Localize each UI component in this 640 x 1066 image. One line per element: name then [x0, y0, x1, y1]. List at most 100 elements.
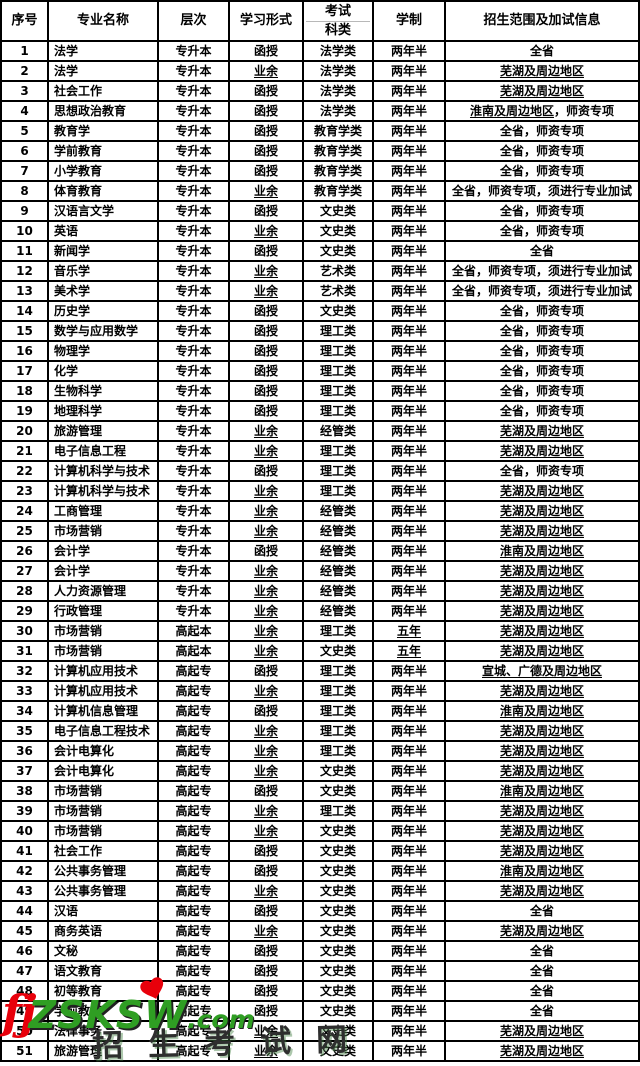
cell-duration: 两年半	[372, 860, 446, 883]
cell-duration: 两年半	[372, 1000, 446, 1023]
cell-no: 32	[0, 660, 49, 683]
table-row: 17 化学 专升本 函授 理工类 两年半 全省，师资专项	[0, 360, 640, 383]
cell-form: 业余	[228, 880, 304, 903]
cell-exam-category: 经管类	[302, 600, 374, 623]
cell-form: 函授	[228, 200, 304, 223]
cell-scope: 全省，师资专项	[444, 320, 640, 343]
cell-no: 11	[0, 240, 49, 263]
header-scope: 招生范围及加试信息	[444, 0, 640, 43]
cell-form: 函授	[228, 340, 304, 363]
cell-form: 业余	[228, 1040, 304, 1063]
cell-level: 高起专	[157, 760, 230, 783]
table-row: 16 物理学 专升本 函授 理工类 两年半 全省，师资专项	[0, 340, 640, 363]
cell-no: 47	[0, 960, 49, 983]
cell-level: 专升本	[157, 240, 230, 263]
cell-level: 专升本	[157, 580, 230, 603]
cell-major: 地理科学	[47, 400, 159, 423]
table-row: 3 社会工作 专升本 函授 法学类 两年半 芜湖及周边地区	[0, 80, 640, 103]
cell-no: 14	[0, 300, 49, 323]
cell-scope: 全省，师资专项	[444, 400, 640, 423]
table-row: 49 学前教育 高起专 函授 文史类 两年半 全省	[0, 1000, 640, 1023]
header-exam-category: 考试 科类	[302, 0, 374, 43]
cell-scope: 淮南及周边地区，师资专项	[444, 100, 640, 123]
cell-form: 函授	[228, 960, 304, 983]
table-row: 24 工商管理 专升本 业余 经管类 两年半 芜湖及周边地区	[0, 500, 640, 523]
cell-form: 函授	[228, 1000, 304, 1023]
cell-major: 化学	[47, 360, 159, 383]
cell-scope: 全省	[444, 40, 640, 63]
cell-duration: 两年半	[372, 560, 446, 583]
cell-exam-category: 理工类	[302, 680, 374, 703]
cell-duration: 两年半	[372, 1040, 446, 1063]
cell-form: 函授	[228, 400, 304, 423]
cell-major: 计算机应用技术	[47, 660, 159, 683]
cell-scope: 芜湖及周边地区	[444, 500, 640, 523]
cell-no: 23	[0, 480, 49, 503]
cell-exam-category: 经管类	[302, 500, 374, 523]
cell-level: 高起专	[157, 960, 230, 983]
cell-no: 8	[0, 180, 49, 203]
cell-form: 业余	[228, 280, 304, 303]
cell-exam-category: 理工类	[302, 740, 374, 763]
cell-form: 业余	[228, 220, 304, 243]
cell-level: 专升本	[157, 40, 230, 63]
cell-no: 26	[0, 540, 49, 563]
cell-form: 函授	[228, 540, 304, 563]
cell-major: 市场营销	[47, 620, 159, 643]
cell-exam-category: 文史类	[302, 1000, 374, 1023]
table-row: 51 旅游管理 高起专 业余 文史类 两年半 芜湖及周边地区	[0, 1040, 640, 1063]
cell-major: 计算机信息管理	[47, 700, 159, 723]
cell-major: 法学	[47, 60, 159, 83]
cell-exam-category: 理工类	[302, 460, 374, 483]
table-row: 47 语文教育 高起专 函授 文史类 两年半 全省	[0, 960, 640, 983]
cell-duration: 两年半	[372, 840, 446, 863]
cell-no: 22	[0, 460, 49, 483]
cell-major: 汉语	[47, 900, 159, 923]
cell-level: 高起专	[157, 740, 230, 763]
cell-no: 43	[0, 880, 49, 903]
cell-level: 高起专	[157, 900, 230, 923]
cell-duration: 两年半	[372, 320, 446, 343]
table-row: 35 电子信息工程技术 高起专 业余 理工类 两年半 芜湖及周边地区	[0, 720, 640, 743]
cell-exam-category: 文史类	[302, 900, 374, 923]
cell-form: 函授	[228, 840, 304, 863]
cell-no: 40	[0, 820, 49, 843]
cell-major: 社会工作	[47, 80, 159, 103]
table-row: 38 市场营销 高起专 函授 文史类 两年半 淮南及周边地区	[0, 780, 640, 803]
cell-exam-category: 文史类	[302, 860, 374, 883]
table-row: 43 公共事务管理 高起专 业余 文史类 两年半 芜湖及周边地区	[0, 880, 640, 903]
header-exam-line2: 科类	[324, 22, 351, 38]
cell-duration: 两年半	[372, 580, 446, 603]
cell-level: 专升本	[157, 320, 230, 343]
cell-exam-category: 文史类	[302, 920, 374, 943]
cell-scope: 全省	[444, 240, 640, 263]
cell-duration: 五年	[372, 640, 446, 663]
cell-level: 高起专	[157, 940, 230, 963]
header-no: 序号	[0, 0, 49, 43]
cell-major: 物理学	[47, 340, 159, 363]
cell-no: 20	[0, 420, 49, 443]
cell-scope: 芜湖及周边地区	[444, 920, 640, 943]
cell-duration: 两年半	[372, 1020, 446, 1043]
cell-level: 专升本	[157, 220, 230, 243]
cell-level: 专升本	[157, 460, 230, 483]
cell-level: 专升本	[157, 380, 230, 403]
cell-form: 业余	[228, 560, 304, 583]
cell-duration: 两年半	[372, 460, 446, 483]
cell-no: 42	[0, 860, 49, 883]
table-row: 10 英语 专升本 业余 文史类 两年半 全省，师资专项	[0, 220, 640, 243]
cell-no: 44	[0, 900, 49, 923]
cell-duration: 两年半	[372, 300, 446, 323]
cell-duration: 两年半	[372, 260, 446, 283]
cell-no: 6	[0, 140, 49, 163]
cell-duration: 两年半	[372, 160, 446, 183]
cell-scope: 芜湖及周边地区	[444, 420, 640, 443]
cell-no: 31	[0, 640, 49, 663]
cell-exam-category: 文史类	[302, 840, 374, 863]
cell-scope: 全省，师资专项	[444, 300, 640, 323]
cell-exam-category: 理工类	[302, 620, 374, 643]
table-row: 4 思想政治教育 专升本 函授 法学类 两年半 淮南及周边地区，师资专项	[0, 100, 640, 123]
cell-form: 函授	[228, 940, 304, 963]
cell-exam-category: 法学类	[302, 60, 374, 83]
cell-scope: 全省，师资专项，须进行专业加试	[444, 180, 640, 203]
